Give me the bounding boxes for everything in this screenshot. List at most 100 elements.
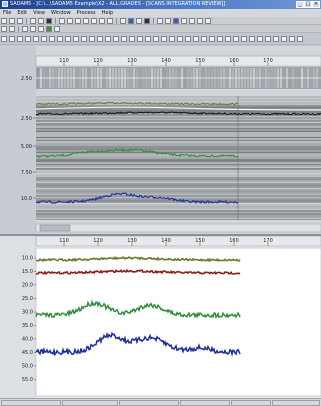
redo-icon[interactable]	[9, 26, 15, 32]
track-10-icon[interactable]	[73, 36, 79, 42]
track-7-icon[interactable]	[49, 36, 55, 42]
track-35-icon[interactable]	[273, 36, 279, 42]
x-tick-label: 170	[263, 58, 273, 64]
lower-y-tick-label: 35.0	[22, 323, 33, 329]
radargram-bands	[35, 96, 321, 220]
chart-icon[interactable]	[128, 18, 134, 24]
track-16-icon[interactable]	[121, 36, 127, 42]
track-4-icon[interactable]	[25, 36, 31, 42]
menu-process[interactable]: Process	[76, 10, 96, 16]
x-tick-label: 170	[263, 238, 273, 244]
text-tool-icon[interactable]	[54, 26, 60, 32]
grid-icon[interactable]	[120, 18, 126, 24]
track-6-icon[interactable]	[41, 36, 47, 42]
track-31-icon[interactable]	[241, 36, 247, 42]
status-cell-3	[119, 400, 179, 406]
rect-tool-icon[interactable]	[38, 26, 44, 32]
step-forward-icon[interactable]	[189, 18, 195, 24]
track-13-icon[interactable]	[97, 36, 103, 42]
step-back-icon[interactable]	[181, 18, 187, 24]
minimize-button[interactable]: _	[296, 1, 304, 8]
status-cell-1	[1, 400, 61, 406]
x-tick-label: 140	[161, 58, 171, 64]
play-icon[interactable]	[173, 18, 179, 24]
track-38-icon[interactable]	[297, 36, 303, 42]
track-34-icon[interactable]	[265, 36, 271, 42]
undo-icon[interactable]	[1, 26, 7, 32]
upper-y-tick-label: 7.50	[21, 170, 32, 176]
marker-icon[interactable]	[157, 18, 163, 24]
track-27-icon[interactable]	[209, 36, 215, 42]
track-8-icon[interactable]	[57, 36, 63, 42]
zoom-in-icon[interactable]	[59, 18, 65, 24]
lower-y-tick-label: 10.0	[22, 256, 33, 262]
grade-icon[interactable]	[46, 26, 52, 32]
track-36-icon[interactable]	[281, 36, 287, 42]
track-28-icon[interactable]	[217, 36, 223, 42]
paste-icon[interactable]	[46, 18, 52, 24]
track-17-icon[interactable]	[129, 36, 135, 42]
track-37-icon[interactable]	[289, 36, 295, 42]
cut-icon[interactable]	[30, 18, 36, 24]
menu-window[interactable]: Window	[50, 10, 71, 16]
track-22-icon[interactable]	[169, 36, 175, 42]
track-21-icon[interactable]	[161, 36, 167, 42]
menu-edit[interactable]: Edit	[17, 10, 28, 16]
measure-icon[interactable]	[91, 18, 97, 24]
status-cell-6	[272, 400, 320, 406]
menu-view[interactable]: View	[33, 10, 45, 16]
maximize-button[interactable]: □	[304, 1, 312, 8]
track-12-icon[interactable]	[89, 36, 95, 42]
pick-icon[interactable]	[99, 18, 105, 24]
track-14-icon[interactable]	[105, 36, 111, 42]
track-15-icon[interactable]	[113, 36, 119, 42]
track-33-icon[interactable]	[257, 36, 263, 42]
filter-icon[interactable]	[136, 18, 142, 24]
track-9-icon[interactable]	[65, 36, 71, 42]
stop-icon[interactable]	[205, 18, 211, 24]
track-5-icon[interactable]	[33, 36, 39, 42]
menu-help[interactable]: Help	[101, 10, 114, 16]
track-23-icon[interactable]	[177, 36, 183, 42]
lower-olive-curve	[35, 256, 241, 263]
track-30-icon[interactable]	[233, 36, 239, 42]
line-tool-icon[interactable]	[30, 26, 36, 32]
open-file-icon[interactable]	[9, 18, 15, 24]
track-25-icon[interactable]	[193, 36, 199, 42]
track-11-icon[interactable]	[81, 36, 87, 42]
upper-scrollbar[interactable]	[35, 223, 321, 233]
flag-icon[interactable]	[165, 18, 171, 24]
track-1-icon[interactable]	[1, 36, 7, 42]
toolbar-separator	[153, 18, 154, 24]
copy-icon[interactable]	[38, 18, 44, 24]
upper-scroll-thumb[interactable]	[39, 224, 71, 232]
contrast-icon[interactable]	[144, 18, 150, 24]
zoom-out-icon[interactable]	[67, 18, 73, 24]
record-icon[interactable]	[197, 18, 203, 24]
select-icon[interactable]	[83, 18, 89, 24]
track-3-icon[interactable]	[17, 36, 23, 42]
track-20-icon[interactable]	[153, 36, 159, 42]
upper-y-tick-label: 10.0	[21, 196, 32, 202]
lower-y-tick-label: 15.0	[22, 269, 33, 275]
track-19-icon[interactable]	[145, 36, 151, 42]
lower-y-ticks: 10.0 15.0 20.0 25.0 30.0 35.0 40.0 45.0 50.0 55.0	[22, 256, 36, 383]
x-tick-label: 130	[127, 58, 137, 64]
track-29-icon[interactable]	[225, 36, 231, 42]
menu-file[interactable]: File	[3, 10, 12, 16]
track-24-icon[interactable]	[185, 36, 191, 42]
track-32-icon[interactable]	[249, 36, 255, 42]
track-2-icon[interactable]	[9, 36, 15, 42]
lower-y-tick-label: 50.0	[22, 364, 33, 370]
layer-icon[interactable]	[107, 18, 113, 24]
save-icon[interactable]	[17, 18, 23, 24]
new-file-icon[interactable]	[1, 18, 7, 24]
arrow-icon[interactable]	[22, 26, 28, 32]
lower-y-tick-label: 30.0	[22, 310, 33, 316]
x-tick-label: 150	[195, 58, 205, 64]
track-26-icon[interactable]	[201, 36, 207, 42]
panel-divider[interactable]	[0, 234, 321, 236]
pan-icon[interactable]	[75, 18, 81, 24]
close-button[interactable]: ×	[312, 1, 320, 8]
track-18-icon[interactable]	[137, 36, 143, 42]
